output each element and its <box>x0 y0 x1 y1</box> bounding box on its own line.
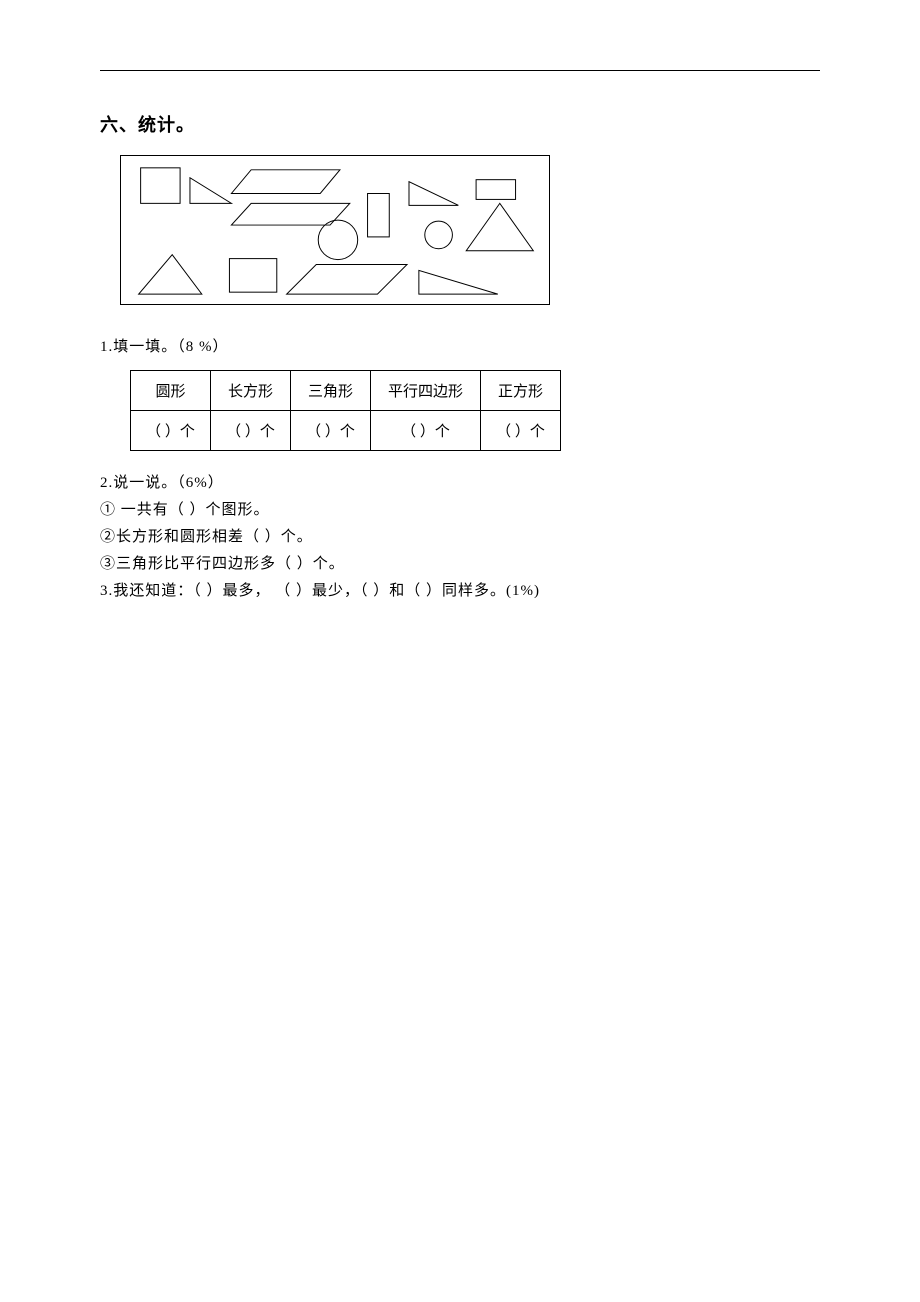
q1-prompt: 1.填一填。（8 %） <box>100 335 820 356</box>
shapes-panel <box>120 155 550 305</box>
th-triangle: 三角形 <box>291 371 371 411</box>
top-rule <box>100 70 820 71</box>
count-table-wrap: 圆形 长方形 三角形 平行四边形 正方形 （ ）个 （ ）个 （ ）个 （ ）个… <box>130 370 820 451</box>
section-title: 六、统计。 <box>100 111 820 137</box>
shapes-svg <box>121 156 549 304</box>
shape-rect <box>229 259 276 293</box>
q2-prompt: 2.说一说。（6%） <box>100 471 820 492</box>
td-circle[interactable]: （ ）个 <box>131 411 211 451</box>
shape-polygon <box>139 255 202 294</box>
shape-polygon <box>466 203 533 250</box>
shape-circle <box>318 220 357 259</box>
shape-polygon <box>231 203 349 225</box>
shape-rect <box>476 180 515 200</box>
td-triangle[interactable]: （ ）个 <box>291 411 371 451</box>
td-square[interactable]: （ ）个 <box>481 411 561 451</box>
td-rectangle[interactable]: （ ）个 <box>211 411 291 451</box>
q2-line-3: ③三角形比平行四边形多（ ）个。 <box>100 552 820 573</box>
shape-polygon <box>287 265 407 295</box>
q2-line-1: ① 一共有（ ）个图形。 <box>100 498 820 519</box>
shape-polygon <box>419 270 498 294</box>
table-header-row: 圆形 长方形 三角形 平行四边形 正方形 <box>131 371 561 411</box>
q2-line-2: ②长方形和圆形相差（ ）个。 <box>100 525 820 546</box>
td-parallelogram[interactable]: （ ）个 <box>371 411 481 451</box>
q3-line: 3.我还知道：（ ）最多， （ ）最少，（ ）和（ ）同样多。(1%) <box>100 579 820 600</box>
shape-rect <box>368 193 390 236</box>
th-square: 正方形 <box>481 371 561 411</box>
shape-polygon <box>231 170 340 194</box>
shape-polygon <box>409 182 458 206</box>
table-value-row: （ ）个 （ ）个 （ ）个 （ ）个 （ ）个 <box>131 411 561 451</box>
th-parallelogram: 平行四边形 <box>371 371 481 411</box>
shape-rect <box>141 168 180 204</box>
shape-polygon <box>190 178 231 204</box>
count-table: 圆形 长方形 三角形 平行四边形 正方形 （ ）个 （ ）个 （ ）个 （ ）个… <box>130 370 561 451</box>
th-circle: 圆形 <box>131 371 211 411</box>
th-rectangle: 长方形 <box>211 371 291 411</box>
shape-circle <box>425 221 453 249</box>
